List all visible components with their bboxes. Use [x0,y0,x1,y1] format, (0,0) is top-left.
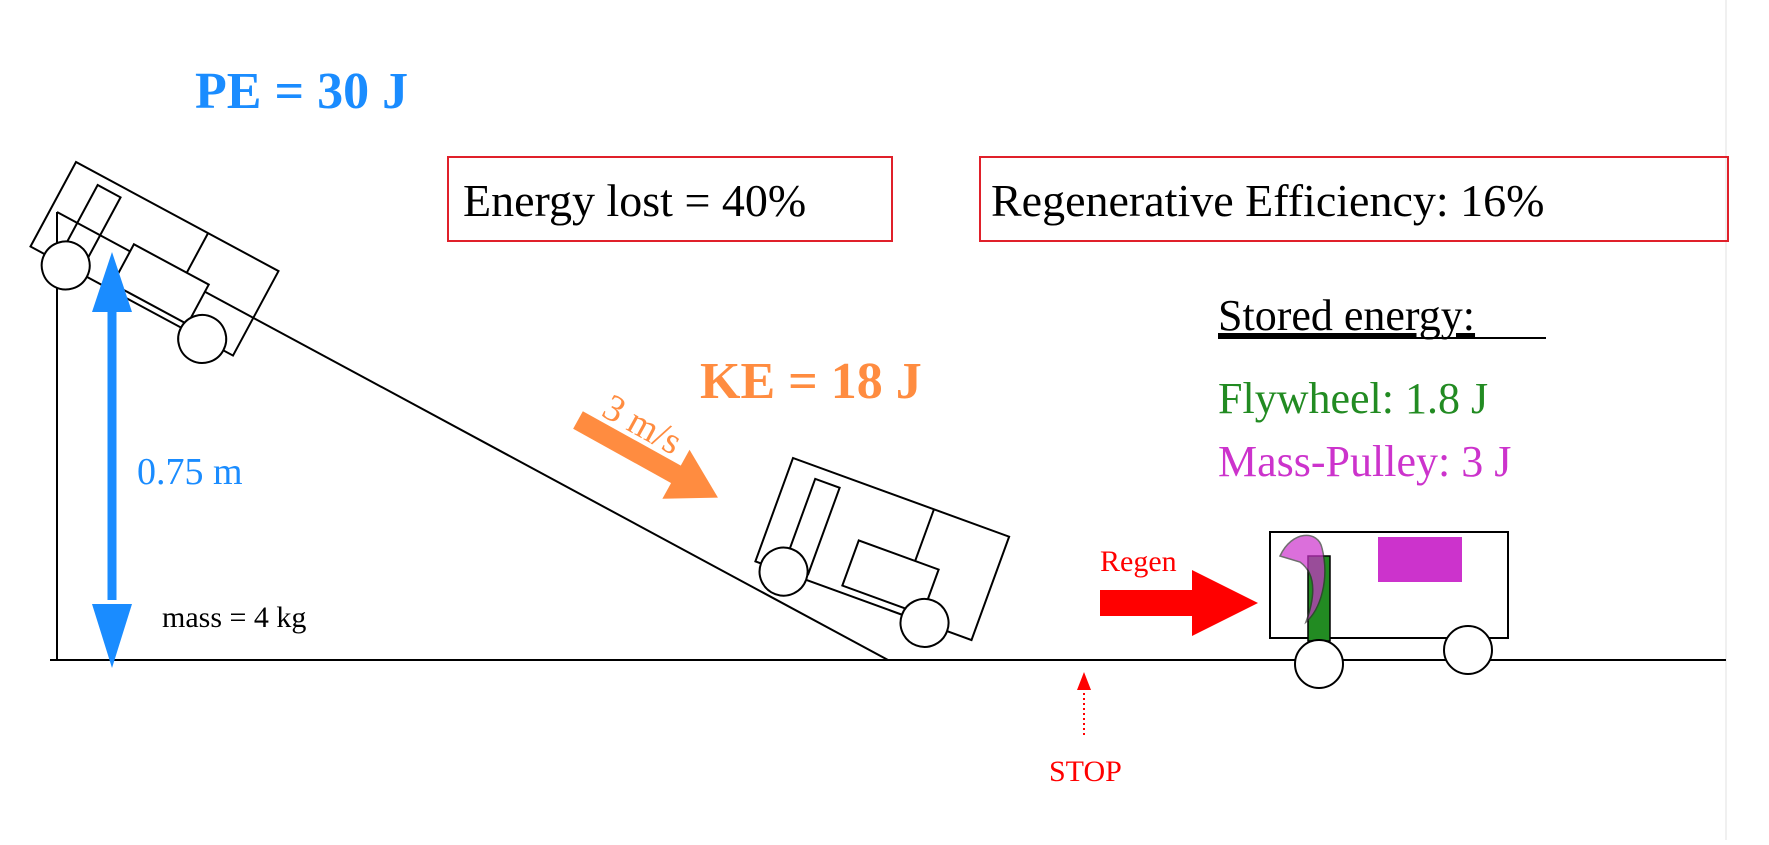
regen-efficiency-label: Regenerative Efficiency: 16% [991,175,1544,226]
height-label: 0.75 m [137,451,243,493]
cart-wheel-rear [758,546,809,597]
cart-wheel-front [899,597,950,648]
cart-regen [1269,531,1509,689]
stop-arrow-icon [1077,672,1091,738]
mass-pulley-label: Mass-Pulley: 3 J [1218,437,1511,486]
flywheel-spin-icon [1278,534,1326,625]
stop-label: STOP [1049,755,1122,788]
mass-pulley-block [1378,537,1462,582]
regen-label: Regen [1100,545,1177,578]
flywheel-label: Flywheel: 1.8 J [1218,374,1488,423]
energy-lost-box [447,156,893,242]
cart-body [1269,531,1509,639]
cart-body [29,160,280,357]
cart-box [111,242,211,326]
cart-box [841,539,940,616]
cart-wheel-rear [1294,639,1344,689]
energy-lost-label: Energy lost = 40% [463,175,806,226]
velocity-arrow-icon [573,411,718,499]
cart-top [29,160,280,364]
stored-energy-heading: Stored energy: [1218,291,1475,340]
mass-label: mass = 4 kg [162,601,306,634]
regen-arrow-icon [1100,570,1258,636]
height-arrow-icon [92,252,132,668]
regen-efficiency-box [979,156,1729,242]
cart-wheel-front [177,313,228,364]
cart-body [754,456,1011,642]
cart-middle [754,456,1011,648]
ke-label: KE = 18 J [700,353,922,410]
cart-divider [912,508,935,567]
pe-label: PE = 30 J [195,63,408,120]
cart-wheel-rear [40,240,91,291]
cart-wheel-front [1443,625,1493,675]
